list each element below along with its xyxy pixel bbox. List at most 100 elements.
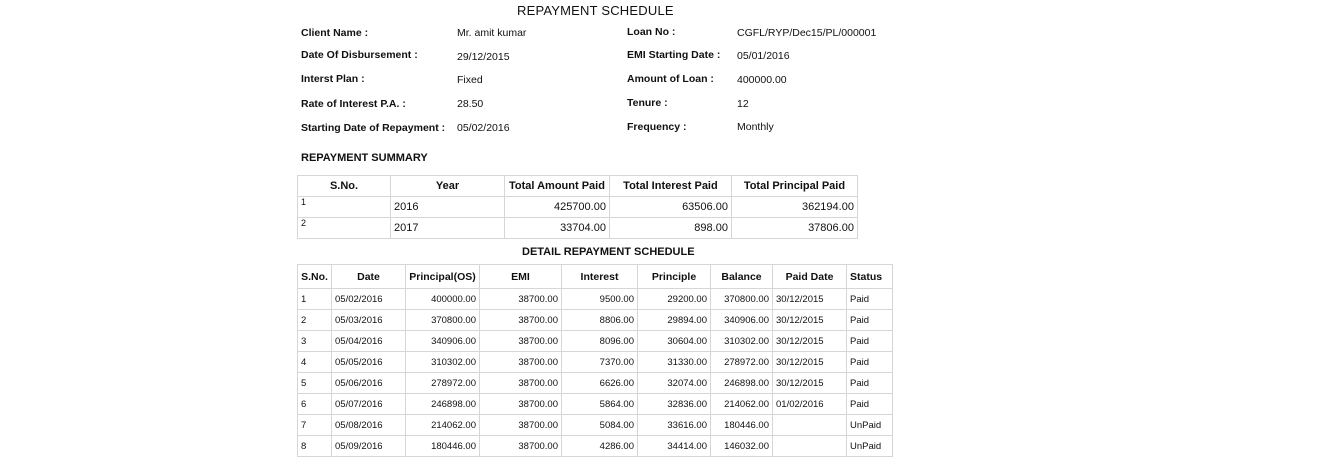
- detail-cell-paid-date: 30/12/2015: [772, 288, 847, 310]
- summary-header-sno: S.No.: [297, 175, 391, 197]
- summary-header-total-interest: Total Interest Paid: [608, 175, 732, 197]
- detail-header-emi: EMI: [479, 264, 562, 289]
- table-row: 1 05/02/2016 400000.00 38700.00 9500.00 29200…: [297, 288, 893, 310]
- detail-cell-date: 05/03/2016: [331, 309, 406, 331]
- detail-cell-interest: 5864.00: [561, 393, 638, 415]
- summary-table: S.No. Year Total Amount Paid Total Inter…: [297, 175, 858, 239]
- detail-cell-principle: 32074.00: [637, 372, 711, 394]
- detail-header-paid-date: Paid Date: [772, 264, 847, 289]
- detail-cell-paid-date: 01/02/2016: [772, 393, 847, 415]
- detail-cell-sno: 7: [297, 414, 332, 436]
- summary-title: REPAYMENT SUMMARY: [301, 152, 428, 164]
- frequency-value: Monthly: [737, 121, 774, 133]
- detail-cell-principal-os: 370800.00: [405, 309, 480, 331]
- table-row: 5 05/06/2016 278972.00 38700.00 6626.00 32074…: [297, 372, 893, 394]
- detail-cell-status: Paid: [846, 393, 893, 415]
- summary-cell-total-principal: 37806.00: [730, 217, 858, 239]
- detail-cell-emi: 38700.00: [479, 288, 562, 310]
- detail-cell-interest: 7370.00: [561, 351, 638, 373]
- detail-cell-sno: 8: [297, 435, 332, 457]
- start-repayment-label: Starting Date of Repayment :: [301, 122, 446, 134]
- detail-cell-status: Paid: [846, 330, 893, 352]
- detail-cell-date: 05/06/2016: [331, 372, 406, 394]
- detail-cell-principle: 29200.00: [637, 288, 711, 310]
- page-title: REPAYMENT SCHEDULE: [517, 3, 674, 18]
- detail-cell-paid-date: [772, 435, 847, 457]
- detail-cell-emi: 38700.00: [479, 393, 562, 415]
- detail-cell-emi: 38700.00: [479, 372, 562, 394]
- detail-cell-sno: 2: [297, 309, 332, 331]
- tenure-label: Tenure :: [627, 97, 668, 109]
- start-repayment-value: 05/02/2016: [457, 122, 510, 134]
- detail-header-status: Status: [846, 264, 893, 289]
- tenure-value: 12: [737, 98, 749, 110]
- detail-cell-date: 05/08/2016: [331, 414, 406, 436]
- summary-cell-total-amount: 425700.00: [504, 196, 610, 218]
- detail-cell-date: 05/02/2016: [331, 288, 406, 310]
- summary-cell-year: 2016: [390, 196, 505, 218]
- detail-title: DETAIL REPAYMENT SCHEDULE: [522, 246, 695, 258]
- rate-label: Rate of Interest P.A. :: [301, 98, 406, 110]
- detail-cell-paid-date: 30/12/2015: [772, 330, 847, 352]
- detail-cell-paid-date: 30/12/2015: [772, 309, 847, 331]
- detail-body: 1 05/02/2016 400000.00 38700.00 9500.00 29200…: [297, 288, 893, 457]
- summary-header-total-principal: Total Principal Paid: [730, 175, 858, 197]
- table-row: 1 2016 425700.00 63506.00 362194.00: [297, 196, 858, 218]
- detail-cell-sno: 6: [297, 393, 332, 415]
- detail-header-row: S.No. Date Principal(OS) EMI Interest Pr…: [297, 264, 893, 289]
- detail-cell-status: Paid: [846, 351, 893, 373]
- detail-cell-sno: 1: [297, 288, 332, 310]
- disbursement-value: 29/12/2015: [457, 51, 510, 63]
- interest-plan-label: Interst Plan :: [301, 73, 365, 85]
- detail-header-sno: S.No.: [297, 264, 332, 289]
- detail-table: S.No. Date Principal(OS) EMI Interest Pr…: [297, 264, 893, 457]
- detail-cell-principle: 31330.00: [637, 351, 711, 373]
- detail-cell-emi: 38700.00: [479, 351, 562, 373]
- summary-cell-sno: 1: [297, 196, 391, 218]
- detail-cell-status: UnPaid: [846, 414, 893, 436]
- detail-cell-balance: 246898.00: [710, 372, 773, 394]
- detail-cell-interest: 5084.00: [561, 414, 638, 436]
- interest-plan-value: Fixed: [457, 74, 483, 86]
- detail-header-interest: Interest: [561, 264, 638, 289]
- table-row: 2 2017 33704.00 898.00 37806.00: [297, 217, 858, 239]
- detail-cell-principal-os: 400000.00: [405, 288, 480, 310]
- detail-cell-emi: 38700.00: [479, 309, 562, 331]
- detail-cell-balance: 340906.00: [710, 309, 773, 331]
- summary-header-year: Year: [390, 175, 505, 197]
- amount-label: Amount of Loan :: [627, 73, 714, 85]
- table-row: 6 05/07/2016 246898.00 38700.00 5864.00 32836…: [297, 393, 893, 415]
- detail-cell-principal-os: 278972.00: [405, 372, 480, 394]
- detail-cell-emi: 38700.00: [479, 414, 562, 436]
- detail-header-principle: Principle: [637, 264, 711, 289]
- detail-cell-paid-date: [772, 414, 847, 436]
- detail-cell-principal-os: 214062.00: [405, 414, 480, 436]
- detail-cell-interest: 8096.00: [561, 330, 638, 352]
- amount-value: 400000.00: [737, 74, 787, 86]
- client-name-label: Client Name :: [301, 27, 369, 39]
- detail-cell-principal-os: 180446.00: [405, 435, 480, 457]
- summary-cell-total-principal: 362194.00: [730, 196, 858, 218]
- emi-start-value: 05/01/2016: [737, 50, 790, 62]
- detail-cell-status: UnPaid: [846, 435, 893, 457]
- detail-cell-principle: 34414.00: [637, 435, 711, 457]
- detail-cell-sno: 3: [297, 330, 332, 352]
- detail-cell-principle: 32836.00: [637, 393, 711, 415]
- detail-cell-paid-date: 30/12/2015: [772, 372, 847, 394]
- detail-cell-date: 05/04/2016: [331, 330, 406, 352]
- table-row: 7 05/08/2016 214062.00 38700.00 5084.00 33616…: [297, 414, 893, 436]
- detail-cell-interest: 6626.00: [561, 372, 638, 394]
- detail-cell-status: Paid: [846, 288, 893, 310]
- summary-cell-sno: 2: [297, 217, 391, 239]
- detail-header-date: Date: [331, 264, 406, 289]
- summary-cell-total-amount: 33704.00: [504, 217, 610, 239]
- detail-cell-sno: 5: [297, 372, 332, 394]
- detail-cell-interest: 4286.00: [561, 435, 638, 457]
- summary-header-total-amount: Total Amount Paid: [504, 175, 610, 197]
- summary-cell-year: 2017: [390, 217, 505, 239]
- summary-cell-total-interest: 63506.00: [608, 196, 732, 218]
- detail-cell-balance: 310302.00: [710, 330, 773, 352]
- emi-start-label: EMI Starting Date :: [627, 49, 721, 61]
- rate-value: 28.50: [457, 98, 484, 110]
- detail-cell-status: Paid: [846, 372, 893, 394]
